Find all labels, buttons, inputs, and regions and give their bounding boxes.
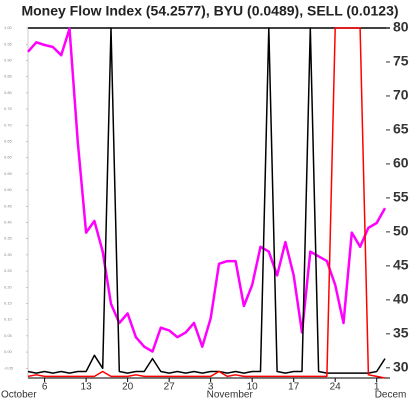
- left-tick-label: 0.40: [4, 220, 13, 225]
- right-tick-label: 65: [393, 121, 409, 137]
- right-tick-label: 55: [393, 189, 409, 205]
- series-line: [27, 27, 386, 379]
- left-tick-label: 0.20: [4, 284, 13, 289]
- series-line: [27, 27, 386, 374]
- left-tick-label: 0.70: [4, 122, 13, 127]
- left-tick-label: 0.65: [4, 138, 13, 143]
- left-tick-label: 0.60: [4, 155, 13, 160]
- right-tick-label: 35: [393, 325, 409, 341]
- x-tick-label: 6: [42, 382, 48, 393]
- left-tick-label: 0.30: [4, 252, 13, 257]
- left-tick-label: -0.05: [4, 365, 14, 370]
- left-tick-label: 0.10: [4, 317, 13, 322]
- left-tick-label: 0.25: [4, 268, 13, 273]
- month-label: Decem: [375, 390, 407, 400]
- x-tick-label: 10: [247, 382, 259, 393]
- left-tick-label: 0.00: [4, 349, 13, 354]
- left-tick-label: 1.00: [4, 25, 13, 30]
- x-tick-label: 3: [208, 382, 214, 393]
- left-tick-label: 0.80: [4, 90, 13, 95]
- x-tick-label: 27: [164, 382, 176, 393]
- left-tick-label: 0.90: [4, 57, 13, 62]
- left-tick-label: 0.95: [4, 41, 13, 46]
- series-line: [27, 27, 387, 353]
- left-tick-label: 0.45: [4, 203, 13, 208]
- right-tick-label: 40: [393, 291, 409, 307]
- chart-title: Money Flow Index (54.2577), BYU (0.0489)…: [21, 3, 398, 19]
- month-label: November: [207, 390, 254, 400]
- x-tick-label: 24: [330, 382, 342, 393]
- x-tick-label: 13: [81, 382, 93, 393]
- left-tick-label: 0.50: [4, 187, 13, 192]
- x-tick-label: 17: [288, 382, 300, 393]
- right-tick-label: 50: [393, 223, 409, 239]
- month-label: October: [1, 390, 37, 400]
- left-tick-label: 0.85: [4, 74, 13, 79]
- right-tick-label: 60: [393, 155, 409, 171]
- right-tick-label: 30: [393, 359, 409, 375]
- left-tick-label: 0.05: [4, 333, 13, 338]
- left-tick-label: 0.55: [4, 171, 13, 176]
- left-tick-label: 0.75: [4, 106, 13, 111]
- right-tick-label: 80: [393, 19, 409, 35]
- right-tick-label: 45: [393, 257, 409, 273]
- right-tick-label: 70: [393, 87, 409, 103]
- x-tick-label: 20: [122, 382, 134, 393]
- right-tick-label: 75: [393, 53, 409, 69]
- left-tick-label: 0.15: [4, 301, 13, 306]
- x-tick-label: 1: [374, 382, 380, 393]
- left-tick-label: 0.35: [4, 236, 13, 241]
